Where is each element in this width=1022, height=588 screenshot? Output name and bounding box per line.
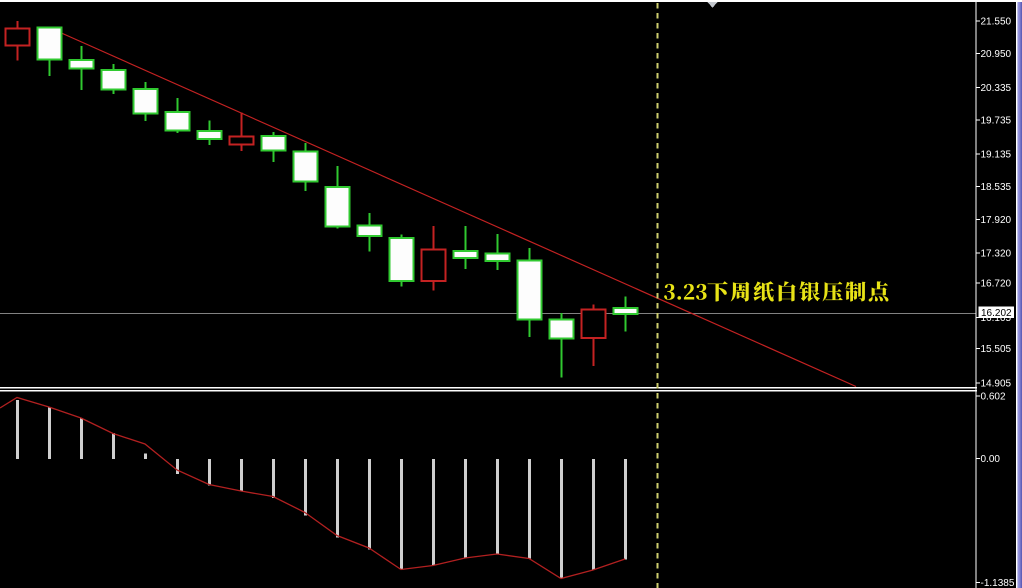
svg-text:21.550: 21.550	[981, 17, 1012, 28]
svg-text:17.920: 17.920	[981, 215, 1012, 226]
svg-text:0.00: 0.00	[981, 454, 1001, 465]
svg-text:18.535: 18.535	[981, 182, 1012, 193]
svg-text:14.905: 14.905	[981, 379, 1012, 390]
svg-text:15.505: 15.505	[981, 344, 1012, 355]
svg-text:17.320: 17.320	[981, 249, 1012, 260]
svg-text:20.335: 20.335	[981, 83, 1012, 94]
svg-text:16.720: 16.720	[981, 279, 1012, 290]
svg-text:20.950: 20.950	[981, 49, 1012, 60]
svg-text:16.202: 16.202	[981, 308, 1012, 319]
svg-text:19.735: 19.735	[981, 116, 1012, 127]
svg-text:19.135: 19.135	[981, 150, 1012, 161]
svg-text:-1.1385: -1.1385	[981, 578, 1015, 588]
svg-text:16.105: 16.105	[981, 313, 1012, 324]
svg-text:0.602: 0.602	[981, 392, 1006, 403]
